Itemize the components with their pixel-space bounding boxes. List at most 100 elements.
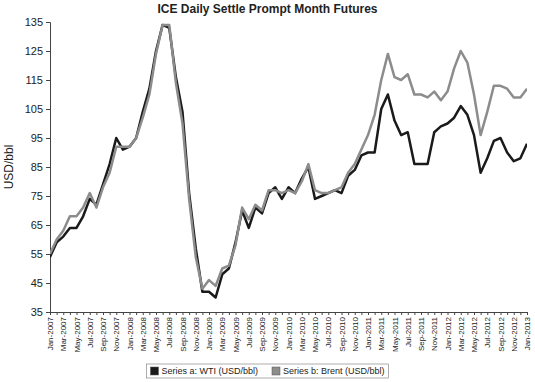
y-axis-line (46, 23, 51, 313)
x-tick: May-2007 (73, 312, 82, 353)
x-tick-mark (514, 312, 515, 315)
x-tick (361, 312, 362, 315)
x-tick-label: Mar-2009 (218, 316, 227, 351)
x-tick: Sep-2008 (179, 312, 188, 352)
x-tick (481, 312, 482, 315)
y-tick: 115 (25, 74, 50, 86)
y-tick-mark (46, 196, 50, 197)
x-tick-mark (355, 312, 356, 315)
x-axis: Jan-2007 Mar-2007 May-2007 Jul-2007 Sep-2007… (46, 312, 532, 353)
x-tick-label: Jul-2011 (404, 316, 413, 347)
legend-item: Series a: WTI (USD/bbl) (150, 366, 258, 376)
x-tick-mark (322, 312, 323, 315)
x-tick-mark (229, 312, 230, 315)
x-tick: Sep-2011 (417, 312, 426, 351)
x-tick-mark (196, 312, 197, 315)
x-tick-label: May-2007 (73, 316, 82, 352)
y-tick-label: 125 (25, 45, 43, 57)
legend-swatch (150, 367, 158, 375)
x-tick-label: Jul-2007 (86, 316, 95, 347)
x-tick: Sep-2012 (497, 312, 506, 352)
x-tick (216, 312, 217, 315)
x-tick-label: Mar-2008 (139, 316, 148, 351)
x-tick-mark (395, 312, 396, 315)
x-tick-mark (381, 312, 382, 315)
x-tick-mark (507, 312, 508, 315)
legend-swatch (272, 367, 280, 375)
x-tick: Nov-2012 (510, 312, 519, 352)
x-tick-mark (494, 312, 495, 315)
lines (50, 25, 527, 298)
x-tick-label: Sep-2012 (497, 316, 506, 351)
y-tick-label: 35 (31, 306, 43, 318)
x-tick-mark (361, 312, 362, 315)
y-tick: 35 (31, 306, 50, 318)
x-tick-label: Nov-2012 (510, 316, 519, 351)
x-tick: May-2009 (232, 312, 241, 353)
x-tick: Nov-2011 (430, 312, 439, 351)
x-tick (454, 312, 455, 315)
y-tick-label: 95 (31, 132, 43, 144)
x-tick-label: May-2011 (391, 316, 400, 352)
x-tick: Jan-2010 (285, 312, 294, 350)
x-tick: Jul-2010 (324, 312, 333, 348)
x-tick: Jan-2008 (126, 312, 135, 350)
x-tick: Mar-2007 (59, 312, 68, 351)
x-tick-mark (414, 312, 415, 315)
x-tick: Mar-2008 (139, 312, 148, 351)
x-tick-mark (375, 312, 376, 315)
x-tick-label: Jan-2007 (46, 316, 55, 350)
y-tick: 125 (25, 45, 50, 57)
legend-label: Series a: WTI (USD/bbl) (161, 366, 258, 376)
x-tick: Jul-2007 (86, 312, 95, 348)
x-tick-mark (163, 312, 164, 315)
x-tick-mark (123, 312, 124, 315)
x-tick-mark (236, 312, 237, 315)
x-tick-label: Jan-2009 (205, 316, 214, 350)
x-tick-label: Sep-2011 (417, 316, 426, 351)
x-tick: Nov-2007 (112, 312, 121, 352)
x-tick (335, 312, 336, 315)
x-tick-label: Jan-2010 (285, 316, 294, 350)
x-tick (494, 312, 495, 315)
x-tick (507, 312, 508, 315)
series-line (50, 25, 527, 298)
y-tick-mark (46, 254, 50, 255)
x-tick-mark (269, 312, 270, 315)
x-tick-mark (222, 312, 223, 315)
x-tick-mark (130, 312, 131, 315)
x-tick-label: Nov-2010 (351, 316, 360, 351)
x-tick-mark (149, 312, 150, 315)
y-tick-mark (46, 283, 50, 284)
x-tick (308, 312, 309, 315)
x-tick: Sep-2007 (99, 312, 108, 352)
y-tick-label: 45 (31, 277, 43, 289)
x-tick-mark (335, 312, 336, 315)
y-tick-mark (46, 167, 50, 168)
y-tick-mark (46, 22, 50, 23)
x-tick (163, 312, 164, 315)
x-tick (176, 312, 177, 315)
legend-frame (146, 364, 388, 378)
y-tick: 95 (31, 132, 50, 144)
x-tick (57, 312, 58, 315)
y-tick-label: 105 (25, 103, 43, 115)
y-tick-label: 75 (31, 190, 43, 202)
x-tick-label: Mar-2010 (298, 316, 307, 351)
x-tick-mark (428, 312, 429, 315)
x-tick-mark (368, 312, 369, 315)
x-tick: Nov-2009 (271, 312, 280, 352)
x-tick-mark (96, 312, 97, 315)
x-tick-mark (448, 312, 449, 315)
x-tick (467, 312, 468, 315)
x-tick-label: Nov-2009 (271, 316, 280, 351)
y-tick: 55 (31, 248, 50, 260)
x-tick-label: Sep-2009 (258, 316, 267, 351)
x-tick-mark (401, 312, 402, 315)
x-tick (189, 312, 190, 315)
legend: Series a: WTI (USD/bbl)Series b: Brent (… (146, 364, 388, 378)
x-tick-mark (474, 312, 475, 315)
x-tick-label: May-2010 (311, 316, 320, 352)
x-tick-label: Nov-2011 (430, 316, 439, 351)
y-tick: 45 (31, 277, 50, 289)
